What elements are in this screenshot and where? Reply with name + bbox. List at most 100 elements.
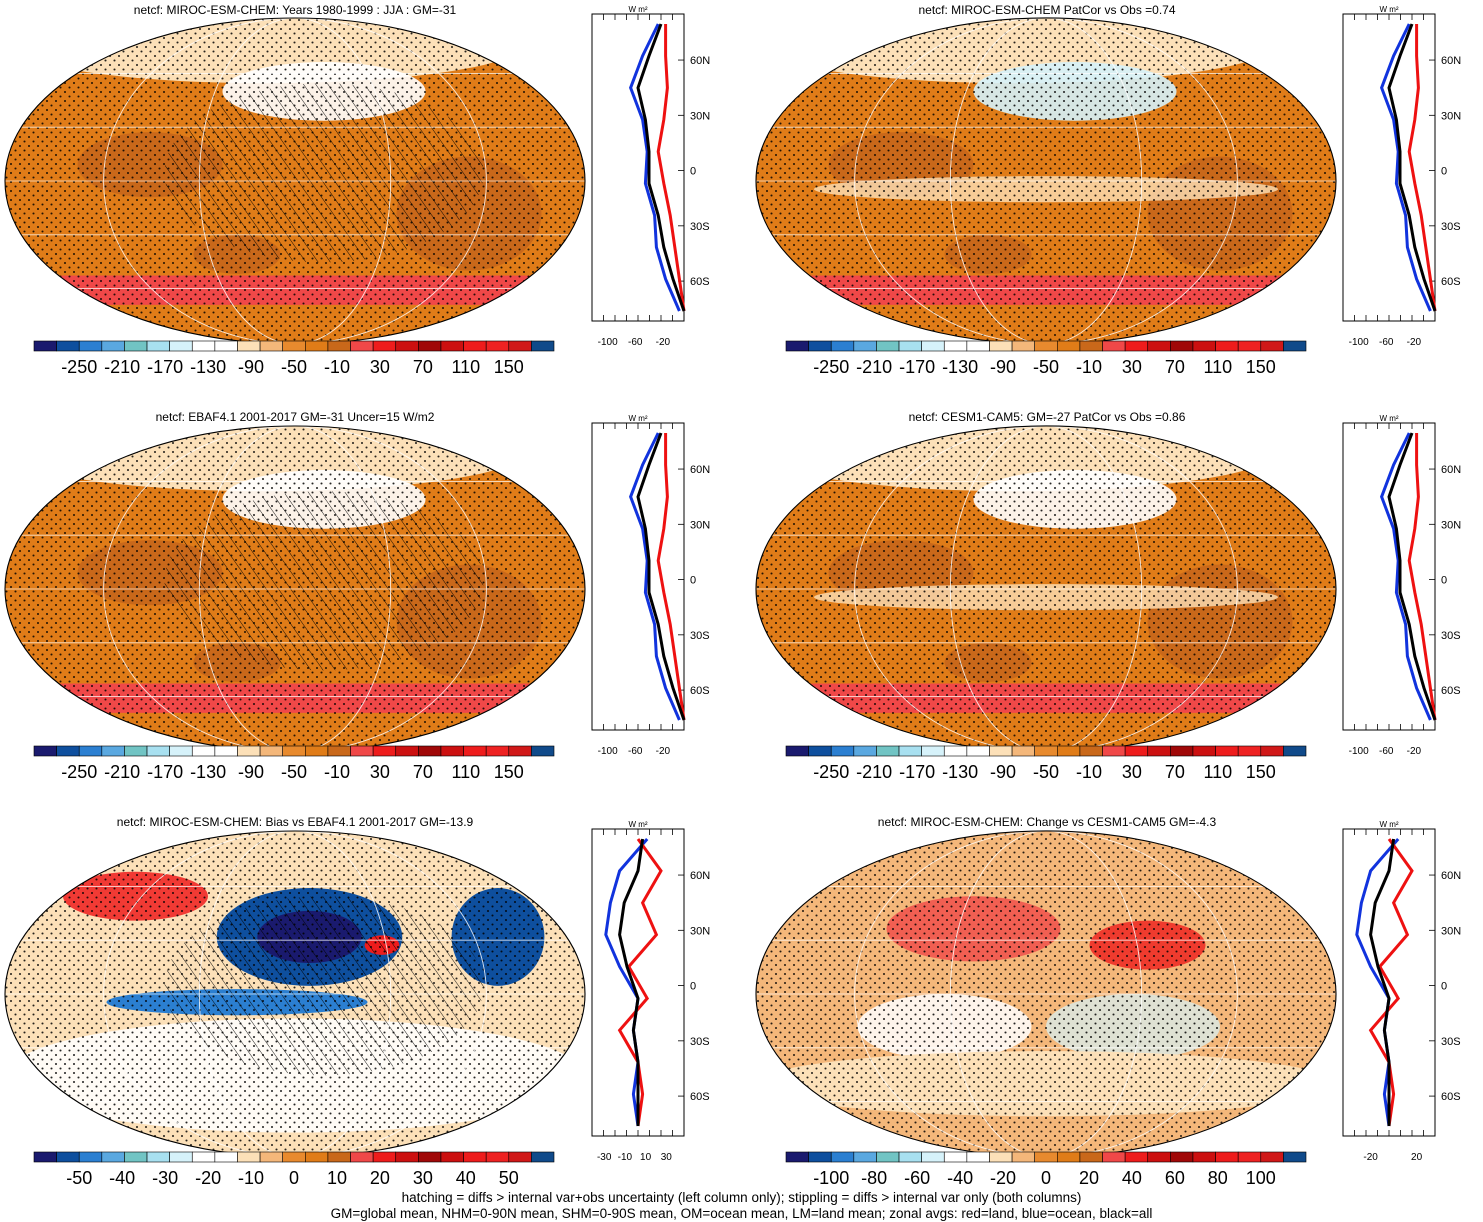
zonal-unit: W m² [628, 414, 647, 423]
colorbar-label: 110 [451, 762, 480, 782]
zonal-unit: W m² [1379, 5, 1398, 14]
zonal-panel-5: W m² 60N 30N 0 30S 60S -30 -10 10 30 [591, 820, 710, 1163]
zonal-tick-label: -20 [1407, 337, 1422, 348]
colorbar-label: -90 [238, 762, 264, 782]
colorbar-label: -170 [147, 357, 183, 377]
colorbar-label: 70 [1165, 357, 1185, 377]
colorbar-label: 50 [499, 1168, 519, 1188]
map-panel-1 [4, 17, 586, 345]
footer-line-1: hatching = diffs > internal var+obs unce… [401, 1190, 1082, 1205]
colorbar-label: 20 [370, 1168, 390, 1188]
colorbar-label: -130 [942, 357, 978, 377]
colorbar-label: -130 [190, 762, 226, 782]
lat-label: 30S [690, 221, 710, 233]
colorbar-label: -250 [813, 762, 849, 782]
zonal-tick-label: -60 [1379, 337, 1394, 348]
zonal-panel-4: W m² 60N 30N 0 30S 60S -100 -60 -20 [1342, 414, 1461, 757]
lat-label: 60N [1441, 464, 1461, 476]
colorbar-label: 150 [1246, 762, 1276, 782]
map-panel-6 [755, 830, 1337, 1158]
colorbar-label: -250 [61, 357, 97, 377]
colorbar-label: 70 [413, 762, 433, 782]
colorbar-label: -10 [324, 762, 350, 782]
lat-label: 60N [1441, 870, 1461, 882]
panel-title: netcf: EBAF4.1 2001-2017 GM=-31 Uncer=15… [155, 410, 435, 424]
colorbar-label: -130 [190, 357, 226, 377]
colorbar-label: 10 [327, 1168, 347, 1188]
zonal-tick-label: -20 [1363, 1152, 1378, 1163]
colorbar-label: 150 [494, 357, 524, 377]
colorbar-label: 20 [1079, 1168, 1099, 1188]
colorbar-1: -250 -210 -170 -130 -90 -50 -10 30 70 110 150 [33, 340, 555, 377]
colorbar-label: 40 [456, 1168, 476, 1188]
panel-title: netcf: MIROC-ESM-CHEM: Change vs CESM1-C… [877, 815, 1217, 829]
colorbar-label: -50 [281, 762, 307, 782]
colorbar-label: -40 [109, 1168, 135, 1188]
colorbar-label: -90 [238, 357, 264, 377]
lat-label: 30S [1441, 1036, 1461, 1048]
panel-title: netcf: MIROC-ESM-CHEM PatCor vs Obs =0.7… [918, 3, 1176, 17]
lat-label: 0 [1441, 166, 1447, 178]
map-panel-3 [4, 425, 586, 753]
colorbar-label: -170 [899, 762, 935, 782]
colorbar-label: -50 [281, 357, 307, 377]
colorbar-label: -210 [104, 357, 140, 377]
colorbar-label: -210 [104, 762, 140, 782]
lat-label: 30N [690, 925, 710, 937]
colorbar-label: 60 [1165, 1168, 1185, 1188]
colorbar-label: 110 [451, 357, 480, 377]
zonal-tick-label: -100 [598, 337, 618, 348]
colorbar-label: -80 [861, 1168, 887, 1188]
zonal-tick-label: -60 [628, 337, 643, 348]
colorbar-label: -20 [195, 1168, 221, 1188]
colorbar-5: -50 -40 -30 -20 -10 0 10 20 30 40 50 [33, 1151, 555, 1188]
lat-label: 30N [1441, 925, 1461, 937]
lat-label: 30N [1441, 110, 1461, 122]
zonal-panel-6: W m² 60N 30N 0 30S 60S -20 20 [1342, 820, 1461, 1163]
colorbar-label: -210 [856, 357, 892, 377]
colorbar-2: -250 -210 -170 -130 -90 -50 -10 30 70 110 150 [785, 340, 1307, 377]
colorbar-label: 30 [370, 357, 390, 377]
colorbar-label: -90 [990, 762, 1016, 782]
zonal-unit: W m² [1379, 414, 1398, 423]
zonal-tick-label: -100 [598, 746, 618, 757]
lat-label: 60S [690, 685, 710, 697]
lat-label: 30S [1441, 221, 1461, 233]
lat-label: 30S [690, 1036, 710, 1048]
panel-title: netcf: MIROC-ESM-CHEM: Years 1980-1999 :… [133, 3, 457, 17]
zonal-tick-label: 20 [1411, 1152, 1423, 1163]
colorbar-label: 150 [1246, 357, 1276, 377]
colorbar-label: -50 [1033, 357, 1059, 377]
colorbar-label: -40 [947, 1168, 973, 1188]
lat-label: 0 [1441, 981, 1447, 993]
colorbar-label: -250 [61, 762, 97, 782]
lat-label: 30S [1441, 630, 1461, 642]
colorbar-label: 30 [1122, 357, 1142, 377]
zonal-tick-label: 10 [640, 1152, 652, 1163]
zonal-unit: W m² [628, 5, 647, 14]
colorbar-label: -60 [904, 1168, 930, 1188]
colorbar-label: -50 [66, 1168, 92, 1188]
colorbar-label: 0 [289, 1168, 299, 1188]
colorbar-4: -250 -210 -170 -130 -90 -50 -10 30 70 110 150 [785, 745, 1307, 782]
lat-label: 30N [690, 110, 710, 122]
lat-label: 60S [1441, 1091, 1461, 1103]
colorbar-label: 30 [413, 1168, 433, 1188]
colorbar-label: -10 [1076, 357, 1102, 377]
colorbar-label: -50 [1033, 762, 1059, 782]
zonal-tick-label: -20 [656, 746, 671, 757]
zonal-panel-1: W m² 60N 30N 0 30S 60S -100 -60 -20 [591, 5, 710, 348]
lat-label: 30S [690, 630, 710, 642]
zonal-tick-label: -10 [618, 1152, 633, 1163]
lat-label: 60S [1441, 276, 1461, 288]
lat-label: 0 [690, 166, 696, 178]
lat-label: 0 [1441, 575, 1447, 587]
lat-label: 0 [690, 981, 696, 993]
colorbar-label: -130 [942, 762, 978, 782]
footer-line-2: GM=global mean, NHM=0-90N mean, SHM=0-90… [330, 1206, 1153, 1221]
lat-label: 30N [690, 519, 710, 531]
zonal-tick-label: -60 [628, 746, 643, 757]
zonal-unit: W m² [1379, 820, 1398, 829]
colorbar-label: 0 [1041, 1168, 1051, 1188]
map-panel-4 [755, 425, 1337, 753]
